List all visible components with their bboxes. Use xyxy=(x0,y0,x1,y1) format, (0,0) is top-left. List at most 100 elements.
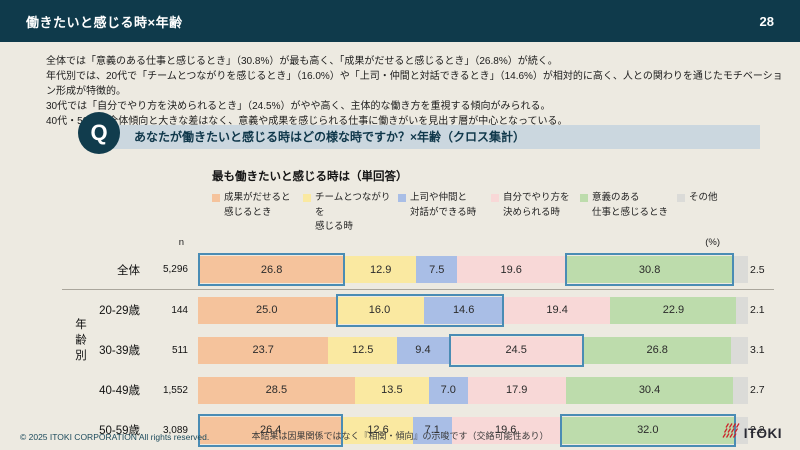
highlight-box xyxy=(559,413,736,447)
legend-swatch-icon xyxy=(491,194,499,202)
bar-track: 26.4 12.6 7.1 19.6 32.0 xyxy=(198,413,748,447)
stacked-bar: 23.7 12.5 9.4 24.5 26.8 3.1 xyxy=(198,333,774,367)
other-segment-value: 2.5 xyxy=(750,263,765,276)
bar-segment: 28.5 xyxy=(198,376,355,404)
legend-swatch-icon xyxy=(677,194,685,202)
legend-item: 上司や仲間と 対話ができる時 xyxy=(398,191,491,235)
legend-item: 成果がだせると 感じるとき xyxy=(212,191,303,235)
chart-row: 50-59歳 3,089 26.4 12.6 7.1 19.6 32.0 2.2 xyxy=(62,410,774,450)
row-category-label: 50-59歳 xyxy=(99,425,140,438)
bar-segment: 7.0 xyxy=(429,376,468,404)
other-segment-value: 3.1 xyxy=(750,344,765,357)
n-column-header: n xyxy=(178,237,184,249)
bar-segment: 24.5 xyxy=(448,336,584,364)
legend: 成果がだせると 感じるとき チームとつながりを 感じる時 上司や仲間と 対話ができる時 自分… xyxy=(212,191,774,235)
bar-segment xyxy=(730,336,748,364)
row-category-label: 20-29歳 xyxy=(99,305,140,318)
bar-segment: 26.8 xyxy=(198,256,346,284)
question-band: あなたが働きたいと感じる時はどの様な時ですか？×年齢（クロス集計） xyxy=(100,125,760,149)
legend-label: 成果がだせると 感じるとき xyxy=(224,192,291,218)
highlight-box xyxy=(335,293,504,327)
bar-segment: 19.4 xyxy=(503,296,611,324)
bar-segment: 26.4 xyxy=(198,416,344,444)
bar-segment xyxy=(733,376,748,404)
legend-swatch-icon xyxy=(398,194,406,202)
row-n-value: 144 xyxy=(171,304,188,316)
legend-label: その他 xyxy=(689,192,718,203)
highlight-box xyxy=(198,413,344,447)
bar-segment: 25.0 xyxy=(198,296,336,324)
bar-segment: 7.5 xyxy=(416,256,458,284)
legend-label: 上司や仲間と 対話ができる時 xyxy=(410,192,477,218)
bar-segment xyxy=(734,256,748,284)
summary-line: 年代別では、20代で「チームとつながりを感じるとき」（16.0%）や「上司・仲間… xyxy=(46,71,783,97)
bar-segment: 22.9 xyxy=(610,296,737,324)
chart: 最も働きたいと感じる時は（単回答） 成果がだせると 感じるとき チームとつながりを感… xyxy=(62,168,774,450)
chart-row: 20-29歳 144 25.0 16.0 14.6 19.4 22.9 2.1 xyxy=(62,290,774,330)
footer: © 2025 ITOKI CORPORATION All rights rese… xyxy=(0,422,800,450)
bar-track: 25.0 16.0 14.6 19.4 22.9 xyxy=(198,293,748,327)
row-category-label: 30-39歳 xyxy=(99,345,140,358)
bar-segment: 12.5 xyxy=(328,336,398,364)
bar-track: 26.8 12.9 7.5 19.6 30.8 xyxy=(198,253,748,287)
legend-label: 自分でやり方を 決められる時 xyxy=(503,192,570,218)
row-category-label: 全体 xyxy=(117,264,140,277)
chart-row: 全体 5,296 26.8 12.9 7.5 19.6 30.8 2.5 xyxy=(62,250,774,291)
bar-segment: 7.1 xyxy=(412,416,452,444)
bar-segment xyxy=(736,296,748,324)
legend-swatch-icon xyxy=(303,194,311,202)
legend-label: チームとつながりを 感じる時 xyxy=(315,192,391,233)
percent-unit-label: (%) xyxy=(705,237,720,249)
legend-item: チームとつながりを 感じる時 xyxy=(303,191,398,235)
highlight-box xyxy=(448,333,584,367)
legend-item: 自分でやり方を 決められる時 xyxy=(491,191,580,235)
summary-line: 30代では「自分でやり方を決められるとき」（24.5%）がやや高く、主体的な働き… xyxy=(46,101,551,112)
age-group-axis-label: 年齢別 xyxy=(74,318,86,365)
axis-row: n (%) xyxy=(62,237,774,250)
other-segment-value: 2.2 xyxy=(750,424,765,437)
row-category-label: 40-49歳 xyxy=(99,385,140,398)
bar-segment: 19.6 xyxy=(451,416,560,444)
stacked-bar: 28.5 13.5 7.0 17.9 30.4 2.7 xyxy=(198,376,774,404)
itoki-logo: ITOKI xyxy=(722,423,782,443)
legend-swatch-icon xyxy=(580,194,588,202)
question-text: あなたが働きたいと感じる時はどの様な時ですか？×年齢（クロス集計） xyxy=(134,130,526,144)
bar-segment: 12.9 xyxy=(345,256,417,284)
chart-rows: 全体 5,296 26.8 12.9 7.5 19.6 30.8 2.5 20-29歳 144 25… xyxy=(62,250,774,450)
chart-row: 30-39歳 511 23.7 12.5 9.4 24.5 26.8 3.1 xyxy=(62,330,774,370)
legend-swatch-icon xyxy=(212,194,220,202)
bar-segment: 30.8 xyxy=(565,256,735,284)
bar-track: 28.5 13.5 7.0 17.9 30.4 xyxy=(198,376,748,404)
itoki-hatch-icon xyxy=(722,423,740,443)
legend-item: その他 xyxy=(677,191,733,235)
bar-segment: 19.6 xyxy=(457,256,566,284)
bar-segment: 17.9 xyxy=(467,376,566,404)
header-bar: 働きたいと感じる時×年齢 28 xyxy=(0,0,800,42)
copyright-text: © 2025 ITOKI CORPORATION All rights rese… xyxy=(20,432,210,442)
bar-segment: 32.0 xyxy=(559,416,736,444)
stacked-bar: 25.0 16.0 14.6 19.4 22.9 2.1 xyxy=(198,293,774,327)
summary-text: 全体では「意義のある仕事と感じるとき」（30.8%）が最も高く、「成果がだせると… xyxy=(46,54,788,129)
bar-segment: 9.4 xyxy=(397,336,449,364)
summary-line: 40代・50代は全体傾向と大きな差はなく、意義や成果を感じられる仕事に働きがいを… xyxy=(46,116,568,127)
row-n-value: 5,296 xyxy=(162,264,188,276)
bar-segment: 23.7 xyxy=(198,336,329,364)
bar-segment xyxy=(735,416,748,444)
row-n-value: 3,089 xyxy=(162,424,188,436)
highlight-box xyxy=(565,253,735,287)
bar-segment: 30.4 xyxy=(565,376,734,404)
bar-track: 23.7 12.5 9.4 24.5 26.8 xyxy=(198,333,748,367)
other-segment-value: 2.1 xyxy=(750,304,765,317)
legend-label: 意義のある 仕事と感じるとき xyxy=(592,192,669,218)
row-n-value: 1,552 xyxy=(162,384,188,396)
other-segment-value: 2.7 xyxy=(750,384,765,397)
footnote-text: 本結果は因果関係ではなく『相関・傾向』の示唆です（交絡可能性あり） xyxy=(251,431,549,441)
chart-row: 40-49歳 1,552 28.5 13.5 7.0 17.9 30.4 2.7 xyxy=(62,370,774,410)
summary-line: 全体では「意義のある仕事と感じるとき」（30.8%）が最も高く、「成果がだせると… xyxy=(46,56,558,67)
row-n-value: 511 xyxy=(172,344,188,356)
bar-segment: 14.6 xyxy=(423,296,504,324)
itoki-logo-text: ITOKI xyxy=(743,425,782,441)
highlight-box xyxy=(198,253,346,287)
stacked-bar: 26.8 12.9 7.5 19.6 30.8 2.5 xyxy=(198,253,774,287)
